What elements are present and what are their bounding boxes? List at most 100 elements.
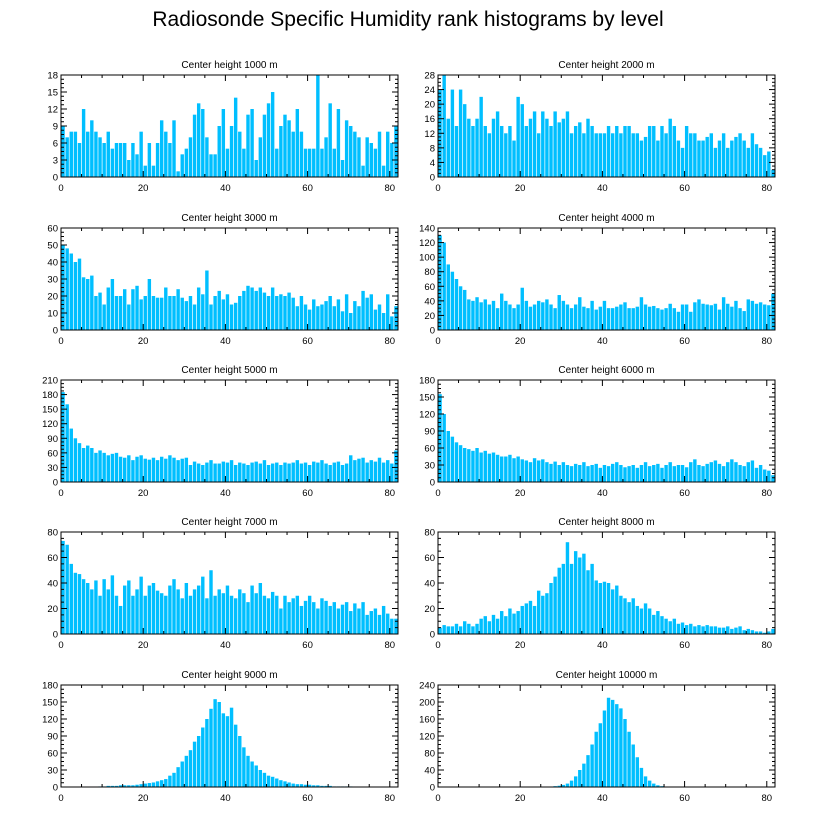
histogram-bar xyxy=(148,143,151,177)
histogram-bar xyxy=(685,467,688,482)
y-tick-label: 60 xyxy=(47,749,58,760)
histogram-bar xyxy=(267,296,270,330)
histogram-bar xyxy=(226,586,229,634)
y-tick-label: 0 xyxy=(430,630,435,641)
x-tick-label: 80 xyxy=(384,336,395,347)
histogram-bar xyxy=(390,316,393,330)
histogram-bar xyxy=(111,575,114,634)
x-tick-label: 0 xyxy=(435,793,440,804)
histogram-bar xyxy=(287,293,290,330)
histogram-bar xyxy=(181,459,184,482)
histogram-bar xyxy=(255,160,258,177)
histogram-bar xyxy=(374,462,377,482)
histogram-bar xyxy=(615,462,618,482)
histogram-bar xyxy=(185,756,188,787)
histogram-bar xyxy=(292,598,295,634)
histogram-bar xyxy=(582,307,585,330)
histogram-bar xyxy=(181,762,184,788)
y-tick-label: 0 xyxy=(53,783,58,794)
histogram-bar xyxy=(451,626,454,634)
histogram-bar xyxy=(607,126,610,177)
histogram-bar xyxy=(566,305,569,331)
histogram-bar xyxy=(488,133,491,177)
histogram-bar xyxy=(279,609,282,635)
histogram-bar xyxy=(111,454,114,482)
histogram-bar xyxy=(529,462,532,482)
histogram-bar xyxy=(496,308,499,330)
histogram-bar xyxy=(562,119,565,177)
histogram-bar xyxy=(562,462,565,482)
histogram-bar xyxy=(640,609,643,635)
y-tick-label: 40 xyxy=(424,296,435,307)
histogram-bar xyxy=(566,465,569,482)
histogram-bar xyxy=(669,462,672,482)
histogram-bar xyxy=(545,593,548,634)
histogram-bar xyxy=(677,465,680,482)
histogram-bar xyxy=(365,137,368,177)
histogram-bar xyxy=(697,141,700,177)
x-tick-label: 0 xyxy=(58,793,63,804)
y-tick-label: 28 xyxy=(424,71,435,82)
histogram-bar xyxy=(82,448,85,482)
histogram-bar xyxy=(65,404,68,482)
histogram-bar xyxy=(574,464,577,482)
x-tick-label: 80 xyxy=(761,183,772,194)
histogram-bar xyxy=(705,305,708,331)
histogram-bar xyxy=(660,616,663,634)
histogram-bar xyxy=(689,462,692,482)
histogram-bar xyxy=(218,291,221,330)
histogram-bar xyxy=(640,141,643,177)
x-tick-label: 20 xyxy=(515,793,526,804)
histogram-bar xyxy=(652,615,655,634)
x-tick-label: 40 xyxy=(220,336,231,347)
histogram-bar xyxy=(139,455,142,482)
histogram-bar xyxy=(574,551,577,634)
histogram-bar xyxy=(611,589,614,634)
y-tick-label: 80 xyxy=(47,528,58,539)
histogram-bar xyxy=(471,301,474,330)
histogram-bar xyxy=(669,119,672,177)
histogram-bar xyxy=(345,602,348,634)
histogram-bar xyxy=(500,611,503,634)
histogram-bar xyxy=(234,725,237,787)
histogram-bar xyxy=(664,465,667,482)
histogram-bar xyxy=(455,126,458,177)
histogram-bar xyxy=(516,611,519,634)
y-tick-label: 3 xyxy=(53,156,58,167)
histogram-bar xyxy=(353,460,356,482)
histogram-bar xyxy=(263,293,266,330)
histogram-bar xyxy=(365,463,368,482)
x-tick-label: 80 xyxy=(761,336,772,347)
histogram-bar xyxy=(755,304,758,330)
histogram-bar xyxy=(570,466,573,482)
histogram-bar xyxy=(541,111,544,177)
histogram-bar xyxy=(382,166,385,177)
histogram-bar xyxy=(172,579,175,634)
histogram-bar xyxy=(131,596,134,634)
y-tick-label: 30 xyxy=(47,275,58,286)
histogram-bar xyxy=(246,465,249,482)
histogram-bar xyxy=(599,583,602,634)
histogram-bar xyxy=(603,301,606,330)
histogram-bar xyxy=(255,765,258,787)
histogram-bar xyxy=(714,626,717,634)
histogram-bar xyxy=(86,279,89,330)
histogram-bar xyxy=(479,302,482,330)
histogram-bar xyxy=(726,148,729,177)
histogram-bar xyxy=(558,295,561,330)
histogram-bar xyxy=(250,762,253,788)
histogram-bar xyxy=(349,126,352,177)
histogram-bar xyxy=(189,465,192,482)
histogram-bar xyxy=(283,296,286,330)
histogram-bar xyxy=(312,149,315,177)
histogram-bar xyxy=(533,305,536,331)
histogram-bar xyxy=(755,468,758,482)
histogram-bar xyxy=(751,630,754,634)
histogram-bar xyxy=(238,463,241,482)
histogram-bar xyxy=(275,296,278,330)
histogram-bar xyxy=(296,109,299,177)
histogram-bar xyxy=(218,702,221,787)
y-tick-label: 40 xyxy=(47,258,58,269)
histogram-bar xyxy=(131,289,134,330)
y-tick-label: 80 xyxy=(424,749,435,760)
